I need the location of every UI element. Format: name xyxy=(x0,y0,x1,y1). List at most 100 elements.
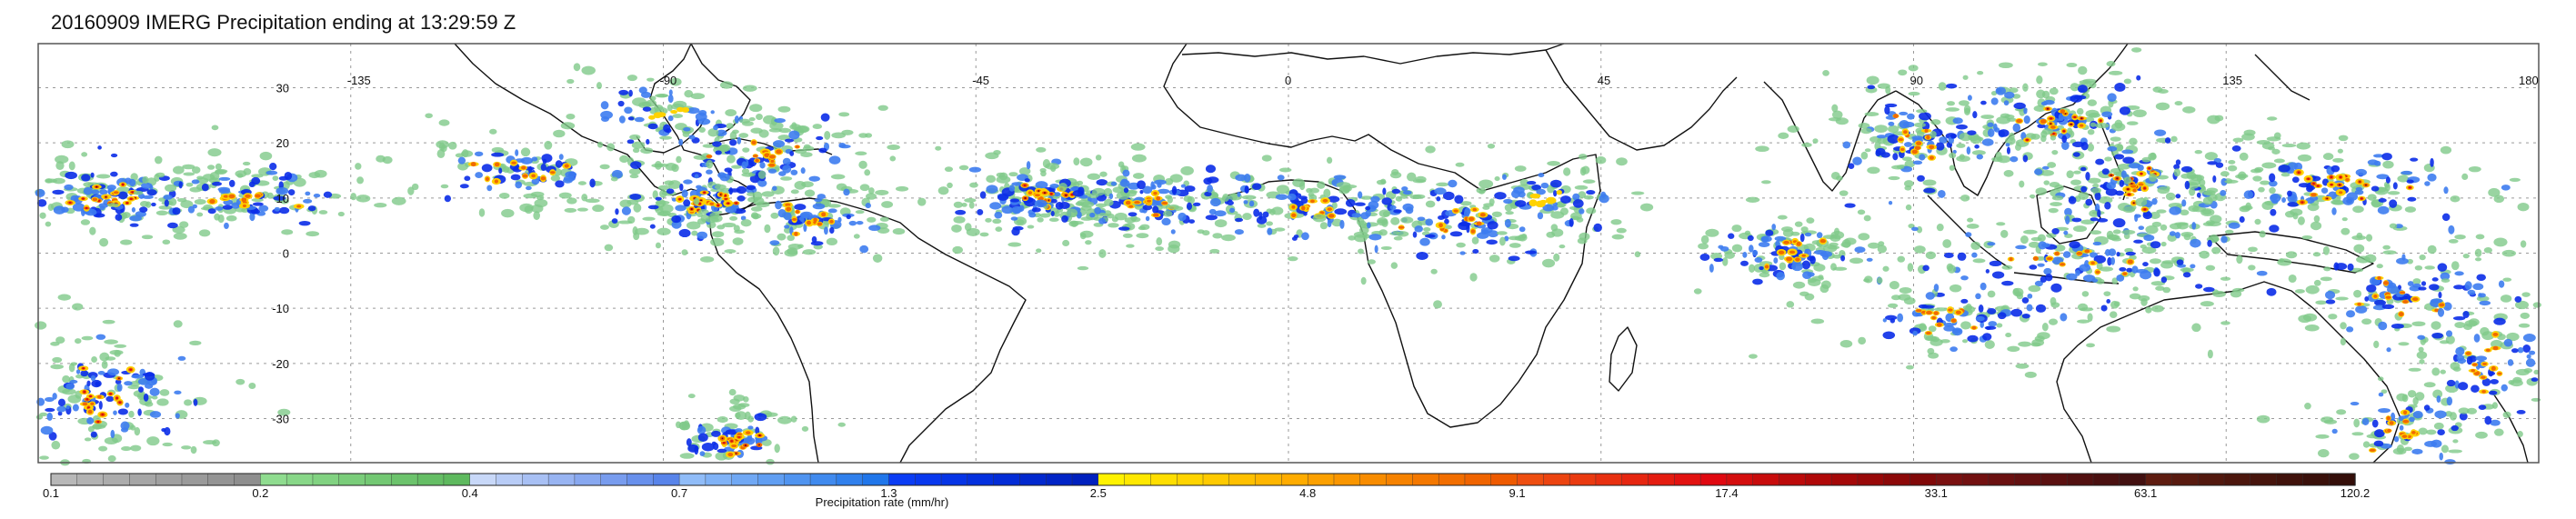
coastline-new-zealand xyxy=(2491,390,2529,464)
colorbar-label: Precipitation rate (mm/hr) xyxy=(816,495,949,509)
colorbar-swatch xyxy=(1909,473,1937,486)
colorbar-swatch xyxy=(50,473,78,486)
colorbar-swatch xyxy=(2223,473,2251,486)
colorbar-swatch xyxy=(993,473,1021,486)
colorbar-swatch xyxy=(1464,473,1492,486)
precip-cluster-philippines xyxy=(2003,89,2320,274)
longitude-label: -135 xyxy=(347,74,371,87)
colorbar-swatch xyxy=(443,473,471,486)
colorbar-swatch xyxy=(915,473,942,486)
precip-cluster-southeast-pacific xyxy=(35,294,291,466)
precip-cluster-atlantic-itcz-east xyxy=(966,143,1272,271)
precip-cluster-central-africa xyxy=(1312,143,1641,309)
colorbar-swatch xyxy=(626,473,654,486)
colorbar-swatch xyxy=(1699,473,1728,486)
colorbar-swatch xyxy=(1936,473,1963,486)
colorbar-swatch xyxy=(1830,473,1859,486)
coastline-japan xyxy=(2254,54,2310,101)
latitude-label: -30 xyxy=(272,412,289,425)
colorbar-swatch xyxy=(940,473,968,486)
colorbar-swatch xyxy=(809,473,837,486)
colorbar-swatch xyxy=(312,473,340,486)
precip-cluster-chile-storm xyxy=(675,388,846,465)
colorbar-swatch xyxy=(76,473,105,486)
colorbar-tick-label: 1.3 xyxy=(880,486,897,500)
coastline-mediterranean xyxy=(1181,43,1565,65)
precip-cluster-bay-of-bengal xyxy=(1755,65,2070,232)
colorbar-swatch xyxy=(1124,473,1152,486)
colorbar-tick-label: 4.8 xyxy=(1299,486,1316,500)
latitude-label: 20 xyxy=(276,136,289,150)
colorbar-swatch xyxy=(1726,473,1754,486)
precip-cluster-eastern-pacific-itcz xyxy=(35,140,251,247)
colorbar-swatch xyxy=(2040,473,2068,486)
colorbar-swatch xyxy=(1517,473,1545,486)
colorbar-swatch xyxy=(862,473,890,486)
colorbar-swatch xyxy=(1674,473,1701,486)
colorbar-swatch xyxy=(2092,473,2120,486)
precip-cluster-tasman-sea xyxy=(2256,367,2499,464)
coastline-east-coast xyxy=(690,43,751,137)
colorbar-swatch xyxy=(784,473,811,486)
colorbar-swatch xyxy=(207,473,236,486)
colorbar-swatch xyxy=(1752,473,1780,486)
colorbar-swatch xyxy=(2302,473,2330,486)
coastline-south-america xyxy=(708,197,1027,464)
colorbar-tick-label: 2.5 xyxy=(1090,486,1107,500)
colorbar-swatch xyxy=(416,473,445,486)
latitude-label: 0 xyxy=(283,247,289,261)
colorbar-swatch xyxy=(1307,473,1335,486)
colorbar-swatch xyxy=(1255,473,1283,486)
precip-cluster-indian-ocean xyxy=(1693,180,1937,301)
colorbar-swatch xyxy=(1988,473,2016,486)
colorbar-tick-label: 0.2 xyxy=(252,486,268,500)
colorbar-tick-label: 9.1 xyxy=(1509,486,1526,500)
colorbar-tick-label: 0.4 xyxy=(462,486,478,500)
latitude-label: -20 xyxy=(272,357,289,371)
colorbar-swatch xyxy=(338,473,366,486)
colorbar-border xyxy=(50,473,2356,486)
colorbar-swatch xyxy=(2171,473,2199,486)
longitude-tick-labels: -135 -90 -45 0 45 90 135 180 xyxy=(347,74,2539,87)
colorbar-tick-labels: 0.1 0.2 0.4 0.7 1.3 2.5 4.8 9.1 17.4 33.1 63.1 120.… xyxy=(43,486,2370,500)
longitude-label: 135 xyxy=(2222,74,2242,87)
colorbar-swatch xyxy=(705,473,733,486)
colorbar-swatch xyxy=(469,473,497,486)
colorbar-swatch xyxy=(1386,473,1414,486)
precip-cluster-southern-indian-ocean xyxy=(1748,264,2095,378)
colorbar-tick-label: 0.7 xyxy=(671,486,687,500)
colorbar-swatch xyxy=(2329,473,2356,486)
colorbar-swatch xyxy=(496,473,524,486)
colorbar-swatch xyxy=(836,473,864,486)
colorbar-swatch xyxy=(731,473,759,486)
precip-cluster-central-pacific-itcz xyxy=(55,125,419,245)
colorbar-swatch xyxy=(2014,473,2042,486)
colorbar-swatch xyxy=(391,473,418,486)
colorbar-swatch xyxy=(1648,473,1676,486)
colorbar-swatch xyxy=(1150,473,1178,486)
colorbar-swatches xyxy=(50,473,2356,486)
latitude-tick-labels: 30 20 10 0 -10 -20 -30 xyxy=(272,82,289,426)
colorbar-swatch xyxy=(1071,473,1099,486)
colorbar-swatch xyxy=(129,473,156,486)
coastline-india xyxy=(1763,81,1897,192)
colorbar-swatch xyxy=(1595,473,1623,486)
colorbar-swatch xyxy=(1961,473,1990,486)
colorbar-swatch xyxy=(1621,473,1649,486)
colorbar-swatch xyxy=(522,473,549,486)
colorbar-swatch xyxy=(1228,473,1257,486)
colorbar-swatch xyxy=(2250,473,2278,486)
coastline-australia xyxy=(2056,281,2401,464)
precip-cluster-maritime-continent xyxy=(1830,152,2394,342)
precip-cluster-mexico-coast xyxy=(376,113,716,221)
colorbar-swatch xyxy=(1805,473,1832,486)
colorbar-swatch xyxy=(1177,473,1204,486)
colorbar-swatch xyxy=(286,473,314,486)
colorbar-swatch xyxy=(1779,473,1806,486)
longitude-label: -45 xyxy=(972,74,989,87)
colorbar-swatch xyxy=(1569,473,1597,486)
colorbar-swatch xyxy=(1098,473,1126,486)
colorbar: 0.1 0.2 0.4 0.7 1.3 2.5 4.8 9.1 17.4 33.1 63.1 120.… xyxy=(43,473,2370,509)
precip-cluster-solomon-sea xyxy=(2207,223,2541,372)
